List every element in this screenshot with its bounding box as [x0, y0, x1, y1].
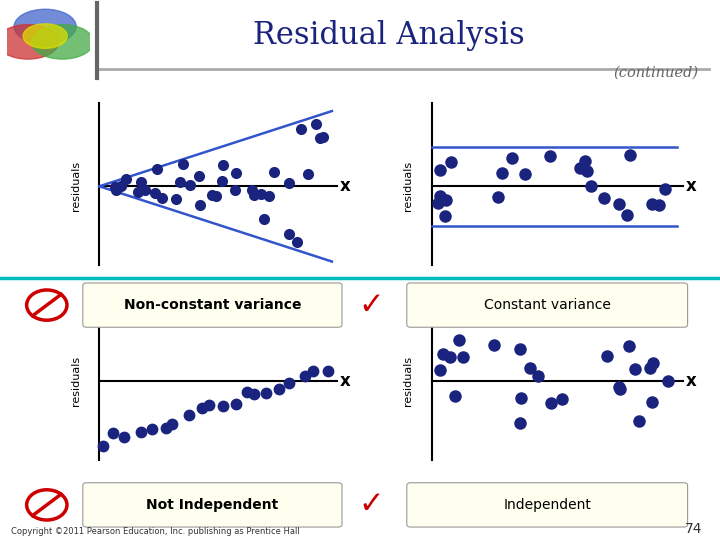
Circle shape	[0, 25, 59, 59]
Text: ✓: ✓	[358, 291, 384, 320]
Text: Independent: Independent	[503, 498, 591, 512]
Text: Residual Analysis: Residual Analysis	[253, 19, 525, 51]
Text: x: x	[340, 177, 351, 195]
Circle shape	[32, 25, 94, 59]
Text: x: x	[685, 372, 696, 390]
Text: Constant variance: Constant variance	[484, 298, 611, 312]
Text: ✓: ✓	[358, 490, 384, 519]
Text: Copyright ©2011 Pearson Education, Inc. publishing as Prentice Hall: Copyright ©2011 Pearson Education, Inc. …	[11, 526, 300, 536]
Text: residuals: residuals	[71, 356, 81, 406]
Text: Non-constant variance: Non-constant variance	[124, 298, 301, 312]
Text: residuals: residuals	[71, 161, 81, 211]
Text: x: x	[340, 372, 351, 390]
Text: x: x	[685, 177, 696, 195]
Text: Not Independent: Not Independent	[146, 498, 279, 512]
Text: (continued): (continued)	[613, 66, 698, 80]
Text: residuals: residuals	[402, 356, 413, 406]
Circle shape	[14, 9, 76, 44]
Circle shape	[23, 24, 67, 49]
Text: 74: 74	[685, 522, 702, 536]
Text: residuals: residuals	[402, 161, 413, 211]
